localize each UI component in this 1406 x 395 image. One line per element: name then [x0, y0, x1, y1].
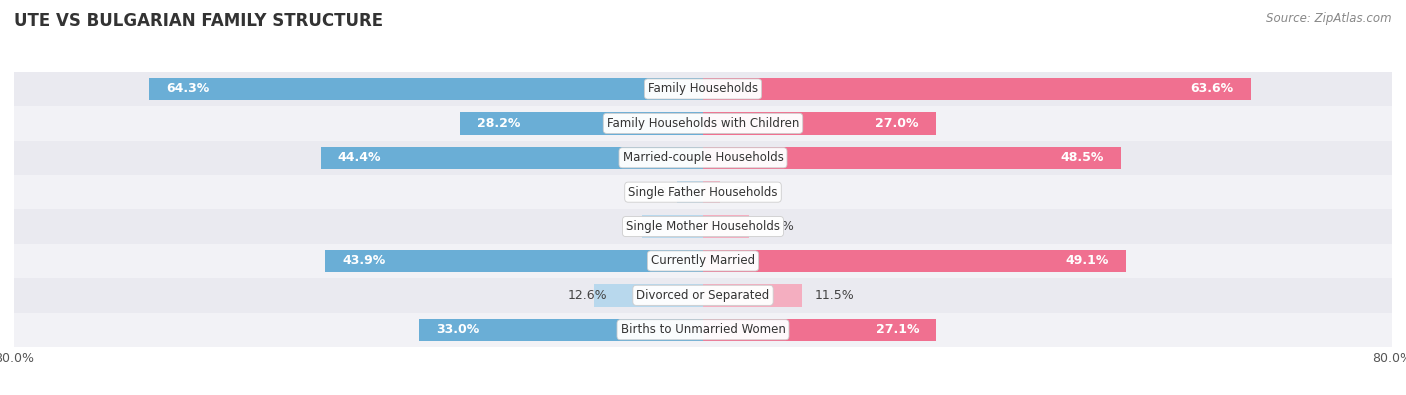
Bar [703, 112, 935, 135]
Text: 2.0%: 2.0% [733, 186, 765, 199]
Text: Births to Unmarried Women: Births to Unmarried Women [620, 323, 786, 336]
Text: 7.1%: 7.1% [623, 220, 655, 233]
Bar [703, 181, 720, 203]
Bar [643, 215, 703, 238]
Text: Single Mother Households: Single Mother Households [626, 220, 780, 233]
Text: Family Households: Family Households [648, 83, 758, 96]
Bar [703, 78, 1251, 100]
Text: 11.5%: 11.5% [815, 289, 855, 302]
Text: 44.4%: 44.4% [337, 151, 381, 164]
Bar [14, 106, 1392, 141]
Text: 49.1%: 49.1% [1066, 254, 1108, 267]
Bar [14, 312, 1392, 347]
Text: Currently Married: Currently Married [651, 254, 755, 267]
Bar [703, 147, 1121, 169]
Text: 27.0%: 27.0% [875, 117, 918, 130]
Bar [14, 209, 1392, 244]
Bar [149, 78, 703, 100]
Bar [419, 318, 703, 341]
Bar [678, 181, 703, 203]
Bar [14, 141, 1392, 175]
Text: 28.2%: 28.2% [478, 117, 520, 130]
Bar [14, 278, 1392, 312]
Bar [14, 72, 1392, 106]
Text: 27.1%: 27.1% [876, 323, 920, 336]
Text: 43.9%: 43.9% [342, 254, 385, 267]
Bar [595, 284, 703, 307]
Bar [703, 284, 801, 307]
Text: Married-couple Households: Married-couple Households [623, 151, 783, 164]
Text: Divorced or Separated: Divorced or Separated [637, 289, 769, 302]
Text: 5.3%: 5.3% [762, 220, 793, 233]
Text: Single Father Households: Single Father Households [628, 186, 778, 199]
Bar [460, 112, 703, 135]
Text: 12.6%: 12.6% [568, 289, 607, 302]
Bar [14, 244, 1392, 278]
Bar [321, 147, 703, 169]
Bar [14, 175, 1392, 209]
Text: UTE VS BULGARIAN FAMILY STRUCTURE: UTE VS BULGARIAN FAMILY STRUCTURE [14, 12, 384, 30]
Bar [703, 318, 936, 341]
Text: Source: ZipAtlas.com: Source: ZipAtlas.com [1267, 12, 1392, 25]
Text: 63.6%: 63.6% [1191, 83, 1233, 96]
Text: 48.5%: 48.5% [1060, 151, 1104, 164]
Text: 3.0%: 3.0% [658, 186, 690, 199]
Text: Family Households with Children: Family Households with Children [607, 117, 799, 130]
Bar [703, 215, 748, 238]
Text: 33.0%: 33.0% [436, 323, 479, 336]
Bar [325, 250, 703, 272]
Text: 64.3%: 64.3% [166, 83, 209, 96]
Bar [703, 250, 1126, 272]
